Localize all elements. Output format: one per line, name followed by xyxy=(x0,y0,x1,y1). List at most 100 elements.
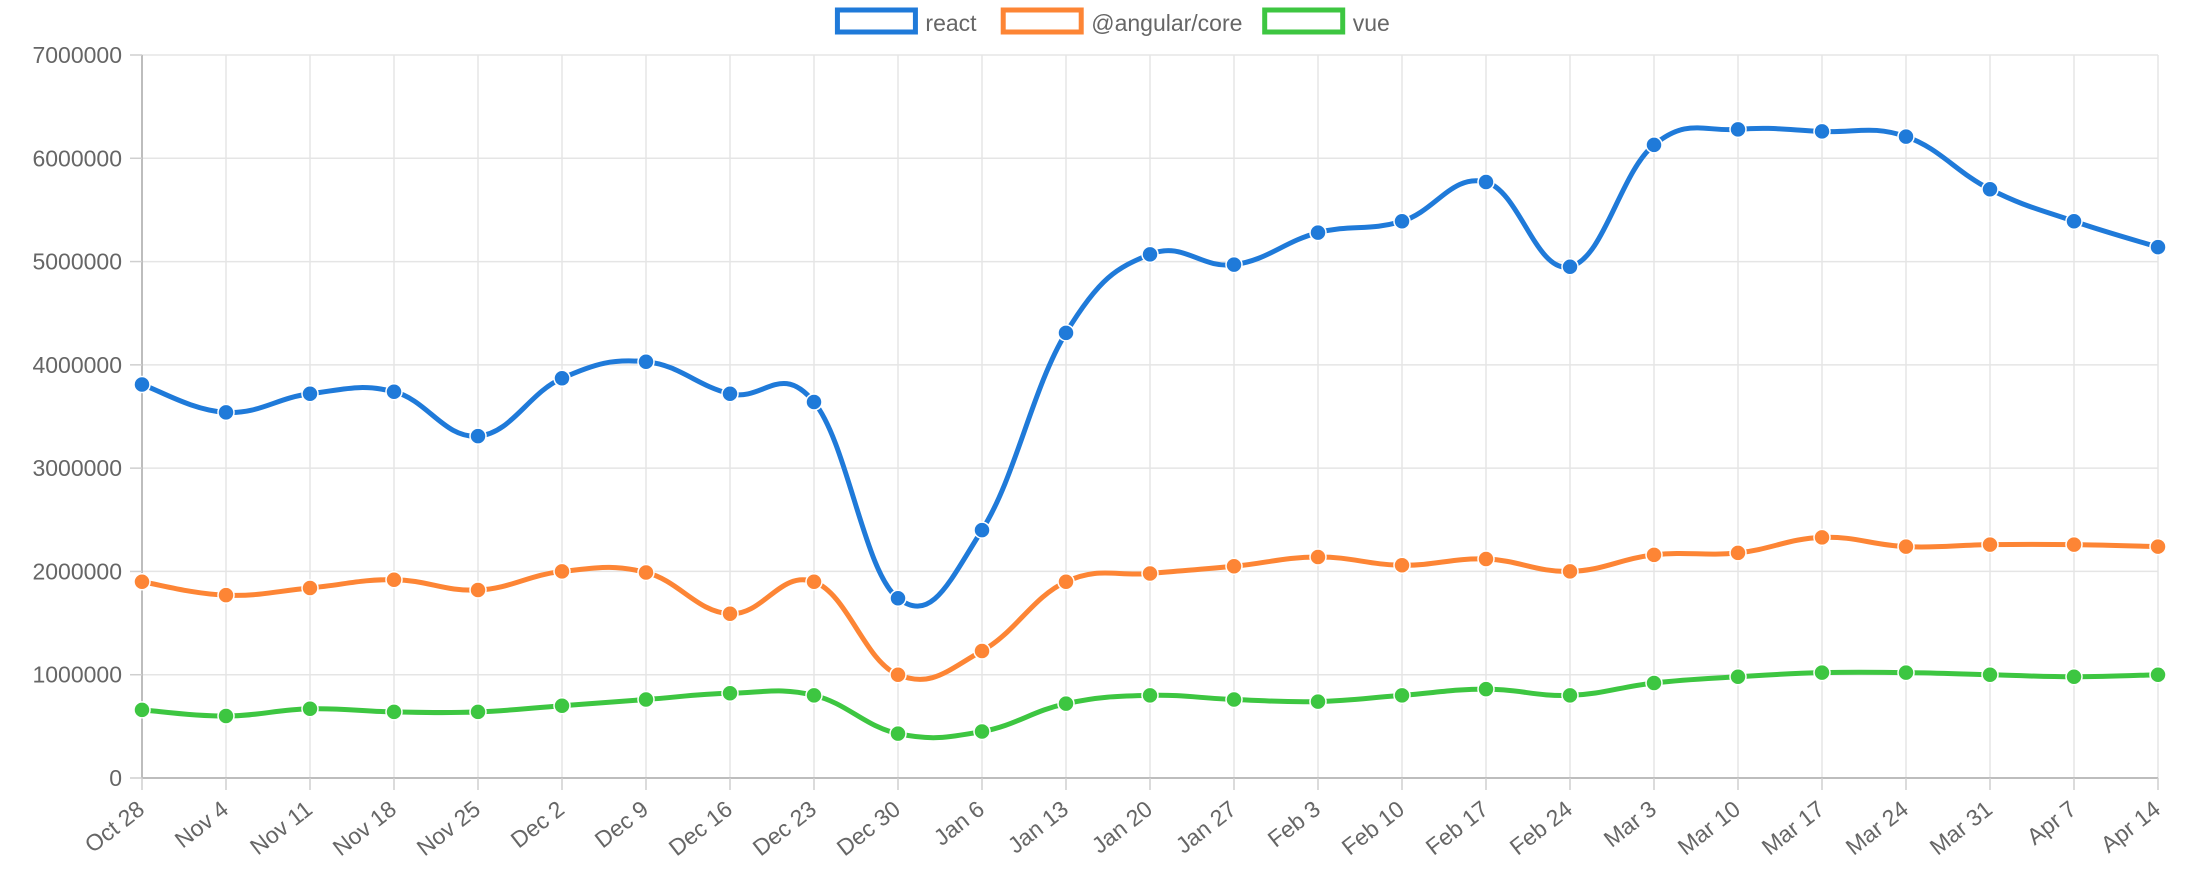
data-point-react xyxy=(1645,136,1663,154)
legend-item-angular-core[interactable]: @angular/core xyxy=(1000,7,1242,36)
data-point-vue xyxy=(217,707,235,725)
data-point-angular-core xyxy=(2065,535,2083,554)
data-point-angular-core xyxy=(1309,548,1327,566)
x-tick-label: Jan 6 xyxy=(929,795,989,850)
x-tick-label: Mar 24 xyxy=(1841,795,1914,860)
y-tick-label: 6000000 xyxy=(32,145,122,171)
data-point-angular-core xyxy=(1729,544,1747,562)
y-tick-label: 7000000 xyxy=(32,42,122,68)
x-tick-label: Nov 11 xyxy=(245,795,317,859)
data-point-angular-core xyxy=(217,586,235,604)
x-tick-label: Oct 28 xyxy=(80,795,149,857)
y-tick-label: 3000000 xyxy=(32,455,122,481)
data-point-vue xyxy=(1477,680,1495,698)
data-point-react xyxy=(2149,238,2167,256)
data-point-angular-core xyxy=(721,605,739,623)
data-point-angular-core xyxy=(1981,535,1999,554)
data-point-react xyxy=(133,375,151,394)
x-tick-label: Apr 7 xyxy=(2022,795,2081,849)
x-tick-label: Mar 3 xyxy=(1599,795,1661,852)
data-point-react xyxy=(637,353,655,371)
x-tick-label: Dec 2 xyxy=(506,795,569,852)
data-point-vue xyxy=(133,701,151,719)
grid-lines xyxy=(141,54,2159,779)
x-tick-label: Nov 25 xyxy=(412,795,485,860)
y-tick-label: 4000000 xyxy=(32,352,122,378)
x-tick-label: Feb 10 xyxy=(1337,795,1409,860)
data-point-react xyxy=(301,385,319,403)
data-point-vue xyxy=(385,703,403,721)
legend-label: react xyxy=(925,10,977,36)
data-point-vue xyxy=(1645,674,1663,692)
data-point-vue xyxy=(973,722,991,741)
data-point-react xyxy=(1813,122,1831,141)
data-point-react xyxy=(1309,223,1327,242)
legend-label: vue xyxy=(1353,10,1390,36)
data-point-react xyxy=(217,403,235,422)
data-point-vue xyxy=(1897,663,1915,682)
data-point-react xyxy=(1393,212,1411,231)
legend-label: @angular/core xyxy=(1091,10,1242,36)
legend-item-vue[interactable]: vue xyxy=(1262,7,1390,36)
data-point-vue xyxy=(1309,692,1327,711)
data-point-react xyxy=(1057,324,1075,342)
data-point-angular-core xyxy=(553,562,571,581)
data-point-react xyxy=(805,393,823,411)
data-point-vue xyxy=(1813,663,1831,682)
data-point-angular-core xyxy=(1393,556,1411,574)
data-point-vue xyxy=(805,686,823,705)
data-point-react xyxy=(1981,180,1999,199)
data-point-angular-core xyxy=(385,570,403,589)
data-point-react xyxy=(2065,212,2083,231)
data-point-react xyxy=(1561,257,1579,276)
data-point-angular-core xyxy=(805,573,823,591)
data-point-vue xyxy=(1561,686,1579,705)
data-point-react xyxy=(1897,127,1915,146)
data-point-angular-core xyxy=(1225,557,1243,576)
legend-item-react[interactable]: react xyxy=(834,7,977,36)
data-point-angular-core xyxy=(889,665,907,684)
series-points xyxy=(133,120,2167,743)
x-tick-label: Nov 4 xyxy=(170,795,234,853)
data-point-angular-core xyxy=(1813,528,1831,547)
data-point-angular-core xyxy=(2149,537,2167,556)
data-point-angular-core xyxy=(1057,573,1075,591)
y-axis-ticks: 0 1000000 2000000 3000000 4000000 5000000 6000… xyxy=(32,42,142,791)
data-point-vue xyxy=(637,690,655,709)
data-point-vue xyxy=(1057,694,1075,713)
x-tick-label: Feb 3 xyxy=(1263,795,1325,852)
data-point-react xyxy=(1141,245,1159,264)
x-tick-label: Mar 31 xyxy=(1925,795,1997,860)
data-point-vue xyxy=(1981,665,1999,684)
data-point-angular-core xyxy=(133,573,151,591)
x-tick-label: Dec 23 xyxy=(748,795,821,860)
x-tick-label: Feb 24 xyxy=(1505,795,1578,860)
x-tick-label: Dec 16 xyxy=(664,795,737,860)
data-point-vue xyxy=(1225,690,1243,709)
data-point-react xyxy=(469,427,487,445)
x-tick-label: Mar 17 xyxy=(1757,795,1829,860)
data-point-react xyxy=(1729,120,1747,139)
y-tick-label: 0 xyxy=(109,765,122,791)
data-point-vue xyxy=(1393,686,1411,705)
data-point-vue xyxy=(721,684,739,703)
data-point-vue xyxy=(2065,668,2083,686)
legend-swatch xyxy=(1000,7,1084,35)
x-tick-label: Jan 13 xyxy=(1003,795,1073,858)
data-point-angular-core xyxy=(637,563,655,582)
y-tick-label: 5000000 xyxy=(32,249,122,275)
data-point-react xyxy=(973,521,991,539)
data-point-vue xyxy=(1729,668,1747,686)
data-point-react xyxy=(1477,173,1495,191)
data-point-react xyxy=(385,382,403,401)
legend-swatch xyxy=(834,7,918,35)
y-tick-label: 2000000 xyxy=(32,558,122,584)
y-tick-label: 1000000 xyxy=(32,662,122,688)
data-point-angular-core xyxy=(1645,546,1663,564)
x-tick-label: Feb 17 xyxy=(1421,795,1493,860)
data-point-react xyxy=(1225,255,1243,274)
series-line-react xyxy=(141,125,2159,609)
